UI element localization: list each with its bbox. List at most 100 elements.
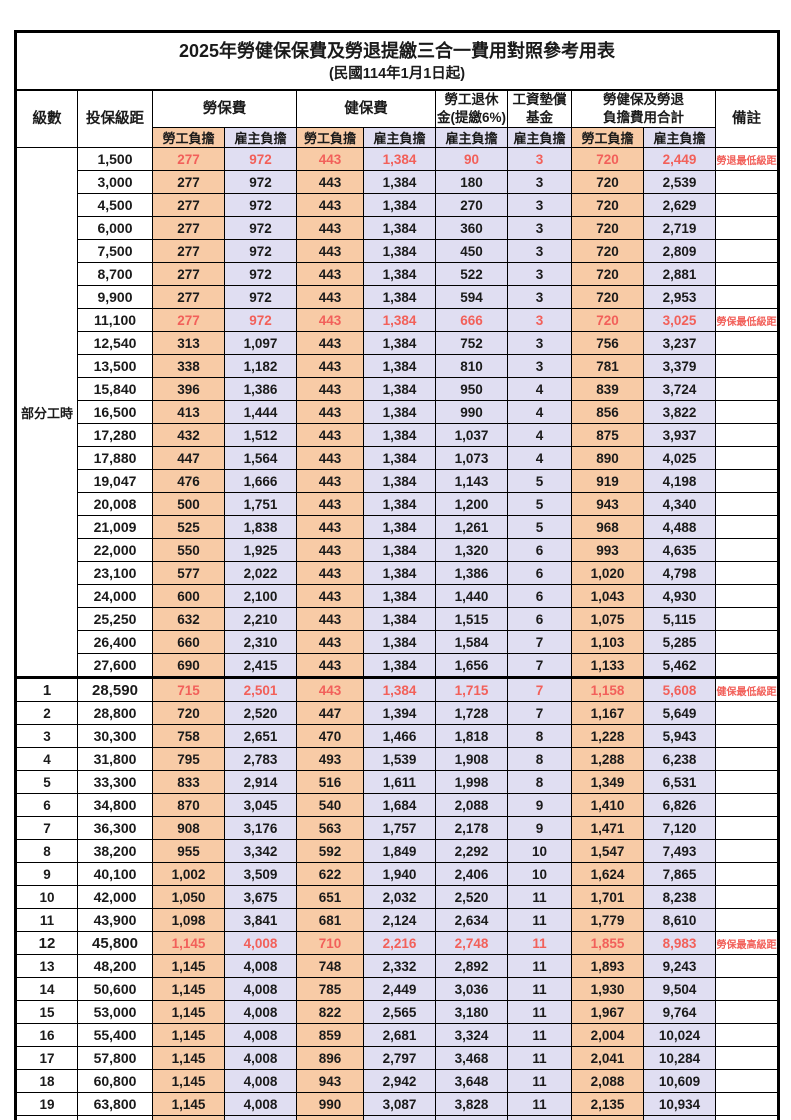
cell-labor-employee: 1,002: [152, 862, 225, 886]
cell-wage-fund-employer: 6: [507, 538, 572, 562]
cell-labor-employee: 715: [152, 676, 225, 702]
cell-health-employer: 1,940: [363, 862, 436, 886]
cell-remark: [714, 446, 780, 470]
cell-bracket: 36,300: [77, 816, 153, 840]
cell-pension-employer: 1,073: [435, 446, 508, 470]
cell-health-employee: 443: [296, 377, 364, 401]
cell-total-employee: 1,075: [571, 607, 644, 631]
table-row: 27,600 690 2,415 443 1,384 1,656 7 1,133 5,462: [16, 653, 780, 678]
cell-bracket: 28,590: [77, 676, 153, 702]
cell-labor-employer: 1,838: [224, 515, 297, 539]
cell-total-employee: 720: [571, 308, 644, 332]
cell-total-employee: 993: [571, 538, 644, 562]
cell-health-employee: 822: [296, 1000, 364, 1024]
cell-health-employee: 443: [296, 584, 364, 608]
table-row: 16 55,400 1,145 4,008 859 2,681 3,324 11 2,004 10…: [15, 1023, 780, 1047]
cell-labor-employee: 500: [152, 492, 225, 516]
cell-total-employee: 1,547: [571, 839, 644, 863]
table-row: 16,500 413 1,444 443 1,384 990 4 856 3,822: [16, 400, 780, 424]
cell-health-employee: 443: [296, 239, 364, 263]
cell-health-employer: 1,384: [363, 676, 436, 702]
cell-remark: [714, 193, 780, 217]
cell-health-employee: 443: [296, 607, 364, 631]
cell-labor-employer: 972: [224, 216, 297, 240]
cell-pension-employer: 1,200: [435, 492, 508, 516]
cell-health-employer: 2,942: [363, 1069, 436, 1093]
cell-total-employee: 720: [571, 262, 644, 286]
cell-health-employer: 2,565: [363, 1000, 436, 1024]
cell-health-employer: 1,849: [363, 839, 436, 863]
cell-level: 4: [15, 747, 78, 771]
table-row: 17,280 432 1,512 443 1,384 1,037 4 875 3,937: [16, 423, 780, 447]
cell-bracket: 28,800: [77, 701, 153, 725]
cell-health-employee: 443: [296, 446, 364, 470]
cell-pension-employer: 1,320: [435, 538, 508, 562]
cell-health-employee: 493: [296, 747, 364, 771]
cell-health-employer: 1,384: [363, 423, 436, 447]
cell-total-employer: 4,930: [643, 584, 716, 608]
cell-remark: 勞退最低級距: [714, 147, 780, 171]
subheader-health-employer: 雇主負擔: [363, 127, 436, 148]
cell-total-employer: 4,798: [643, 561, 716, 585]
cell-total-employee: 1,133: [571, 653, 644, 678]
cell-health-employer: 1,384: [363, 584, 436, 608]
cell-labor-employee: 1,145: [152, 1000, 225, 1024]
cell-wage-fund-employer: 8: [507, 770, 572, 794]
cell-level: 8: [15, 839, 78, 863]
cell-bracket: 45,800: [77, 931, 153, 955]
subheader-pension-employer: 雇主負擔: [435, 127, 508, 148]
cell-labor-employee: 1,145: [152, 1046, 225, 1070]
cell-health-employee: 516: [296, 770, 364, 794]
cell-health-employee: 785: [296, 977, 364, 1001]
cell-remark: [714, 607, 780, 631]
table-row: 17 57,800 1,145 4,008 896 2,797 3,468 11 2,041 10…: [15, 1046, 780, 1070]
cell-labor-employee: 1,145: [152, 1069, 225, 1093]
cell-health-employer: 1,384: [363, 492, 436, 516]
cell-labor-employee: 632: [152, 607, 225, 631]
cell-health-employee: 1,036: [296, 1115, 364, 1120]
cell-total-employer: 7,865: [643, 862, 716, 886]
cell-labor-employee: 795: [152, 747, 225, 771]
cell-remark: [714, 1023, 780, 1047]
cell-total-employer: 10,609: [643, 1069, 716, 1093]
cell-labor-employer: 4,008: [224, 931, 297, 955]
cell-pension-employer: 3,468: [435, 1046, 508, 1070]
cell-total-employer: 7,120: [643, 816, 716, 840]
cell-total-employee: 2,041: [571, 1046, 644, 1070]
cell-bracket: 40,100: [77, 862, 153, 886]
cell-total-employer: 5,608: [643, 676, 716, 702]
cell-remark: [714, 793, 780, 817]
cell-wage-fund-employer: 5: [507, 469, 572, 493]
cell-labor-employee: 758: [152, 724, 225, 748]
cell-wage-fund-employer: 6: [507, 607, 572, 631]
cell-health-employee: 592: [296, 839, 364, 863]
subheader-health-employee: 勞工負擔: [296, 127, 364, 148]
col-header-pension: 勞工退休 金(提繳6%): [435, 89, 508, 128]
cell-health-employer: 2,797: [363, 1046, 436, 1070]
cell-total-employer: 6,531: [643, 770, 716, 794]
cell-labor-employer: 972: [224, 239, 297, 263]
cell-labor-employee: 313: [152, 331, 225, 355]
cell-labor-employer: 1,097: [224, 331, 297, 355]
table-row: 26,400 660 2,310 443 1,384 1,584 7 1,103 5,285: [16, 630, 780, 654]
cell-remark: [714, 216, 780, 240]
cell-labor-employee: 277: [152, 216, 225, 240]
cell-labor-employee: 690: [152, 653, 225, 678]
cell-remark: [714, 377, 780, 401]
cell-labor-employer: 3,509: [224, 862, 297, 886]
table-row: 25,250 632 2,210 443 1,384 1,515 6 1,075 5,115: [16, 607, 780, 631]
cell-labor-employer: 2,100: [224, 584, 297, 608]
cell-pension-employer: 270: [435, 193, 508, 217]
cell-remark: 勞保最低級距: [714, 308, 780, 332]
cell-total-employer: 3,937: [643, 423, 716, 447]
cell-wage-fund-employer: 10: [507, 862, 572, 886]
cell-health-employer: 1,466: [363, 724, 436, 748]
cell-bracket: 30,300: [77, 724, 153, 748]
cell-labor-employee: 277: [152, 193, 225, 217]
cell-bracket: 50,600: [77, 977, 153, 1001]
title-row: 2025年勞健保保費及勞退提繳三合一費用對照參考用表 (民國114年1月1日起): [14, 31, 780, 91]
cell-labor-employer: 3,342: [224, 839, 297, 863]
cell-wage-fund-employer: 11: [507, 977, 572, 1001]
cell-labor-employer: 2,651: [224, 724, 297, 748]
